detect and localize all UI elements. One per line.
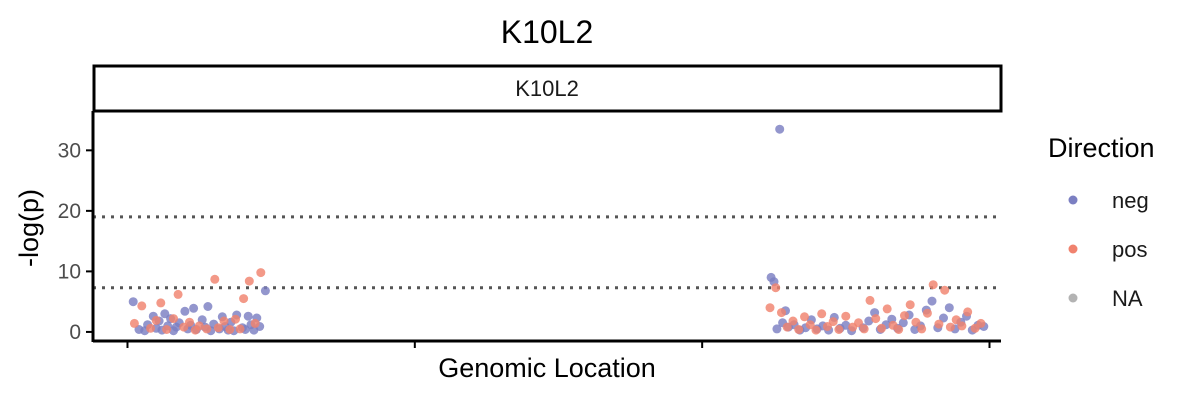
point-pos-31 (805, 320, 815, 330)
point-pos-51 (922, 308, 932, 318)
legend-title: Direction (1048, 133, 1155, 163)
point-pos-4 (151, 315, 161, 325)
point-pos-28 (788, 316, 798, 326)
point-neg-73 (944, 303, 954, 313)
point-pos-13 (202, 324, 212, 334)
chart-title: K10L2 (501, 14, 594, 50)
point-pos-37 (841, 311, 851, 321)
point-pos-12 (194, 321, 204, 331)
point-pos-23 (256, 268, 266, 278)
y-axis-ticks: 0 10 20 30 (58, 139, 93, 344)
legend-label-na: NA (1112, 286, 1143, 311)
legend-key-pos (1068, 244, 1078, 254)
point-pos-60 (976, 318, 986, 328)
point-neg-1 (128, 297, 138, 307)
point-neg-22 (203, 302, 213, 311)
point-pos-57 (957, 321, 967, 331)
y-tick-label-20: 20 (58, 200, 81, 223)
point-pos-49 (911, 317, 921, 327)
point-neg-43 (772, 324, 782, 334)
point-pos-43 (877, 323, 886, 333)
x-axis-ticks (126, 341, 991, 348)
facet-strip-label: K10L2 (515, 76, 579, 101)
legend-key-neg (1068, 195, 1078, 205)
y-tick-label-0: 0 (69, 321, 81, 344)
point-pos-36 (834, 325, 844, 334)
point-pos-46 (894, 325, 904, 334)
legend-item-pos: pos (1068, 237, 1147, 262)
facet-strip (92, 64, 1003, 113)
y-tick-label-30: 30 (58, 139, 81, 162)
point-pos-24 (765, 303, 775, 313)
point-pos-30 (800, 312, 809, 322)
point-pos-42 (871, 314, 881, 324)
point-neg-18 (189, 303, 199, 313)
point-pos-21 (244, 276, 254, 286)
point-pos-48 (905, 300, 915, 310)
point-neg-40 (775, 124, 785, 134)
point-neg-70 (927, 296, 937, 306)
point-neg-39 (260, 286, 270, 296)
point-pos-22 (250, 318, 260, 328)
point-pos-33 (817, 309, 827, 319)
point-pos-55 (945, 322, 955, 332)
point-pos-19 (235, 324, 245, 334)
point-pos-16 (219, 316, 229, 326)
point-pos-27 (782, 322, 792, 332)
point-pos-15 (213, 323, 223, 333)
y-tick-label-10: 10 (58, 260, 81, 283)
point-pos-10 (185, 317, 194, 327)
point-pos-54 (940, 285, 950, 295)
legend-item-neg: neg (1068, 188, 1149, 213)
point-pos-40 (859, 324, 869, 334)
point-pos-8 (173, 289, 183, 299)
legend-item-na: NA (1068, 286, 1143, 311)
point-neg-65 (898, 318, 908, 328)
y-axis-title: -log(p) (14, 189, 44, 267)
point-pos-50 (917, 324, 927, 334)
point-pos-5 (156, 298, 166, 308)
point-neg-56 (841, 320, 851, 330)
point-pos-47 (900, 311, 909, 321)
point-pos-3 (146, 323, 155, 333)
point-pos-7 (169, 314, 178, 324)
point-pos-17 (225, 325, 235, 334)
point-pos-56 (951, 315, 961, 325)
point-pos-14 (210, 274, 220, 284)
point-pos-6 (162, 325, 172, 334)
point-pos-52 (928, 280, 938, 290)
point-pos-58 (963, 307, 973, 317)
point-pos-26 (777, 308, 786, 318)
point-neg-72 (939, 313, 948, 323)
plot-area (93, 124, 1001, 336)
point-neg-15 (180, 306, 190, 316)
point-pos-25 (771, 283, 781, 293)
point-pos-53 (934, 319, 944, 329)
point-pos-1 (129, 318, 139, 328)
point-pos-32 (811, 325, 821, 335)
point-pos-39 (854, 318, 863, 328)
point-pos-41 (865, 295, 875, 305)
point-pos-20 (239, 294, 249, 304)
point-pos-2 (137, 301, 147, 311)
legend-label-pos: pos (1112, 237, 1147, 262)
legend-label-neg: neg (1112, 188, 1149, 213)
x-axis-title: Genomic Location (438, 353, 656, 383)
legend-key-na (1068, 293, 1078, 303)
legend: Direction neg pos NA (1048, 133, 1155, 311)
point-neg-59 (864, 316, 874, 326)
point-pos-44 (882, 304, 892, 314)
point-neg-34 (243, 311, 253, 321)
point-pos-35 (828, 317, 838, 327)
point-pos-29 (794, 325, 804, 334)
point-pos-18 (231, 314, 240, 324)
